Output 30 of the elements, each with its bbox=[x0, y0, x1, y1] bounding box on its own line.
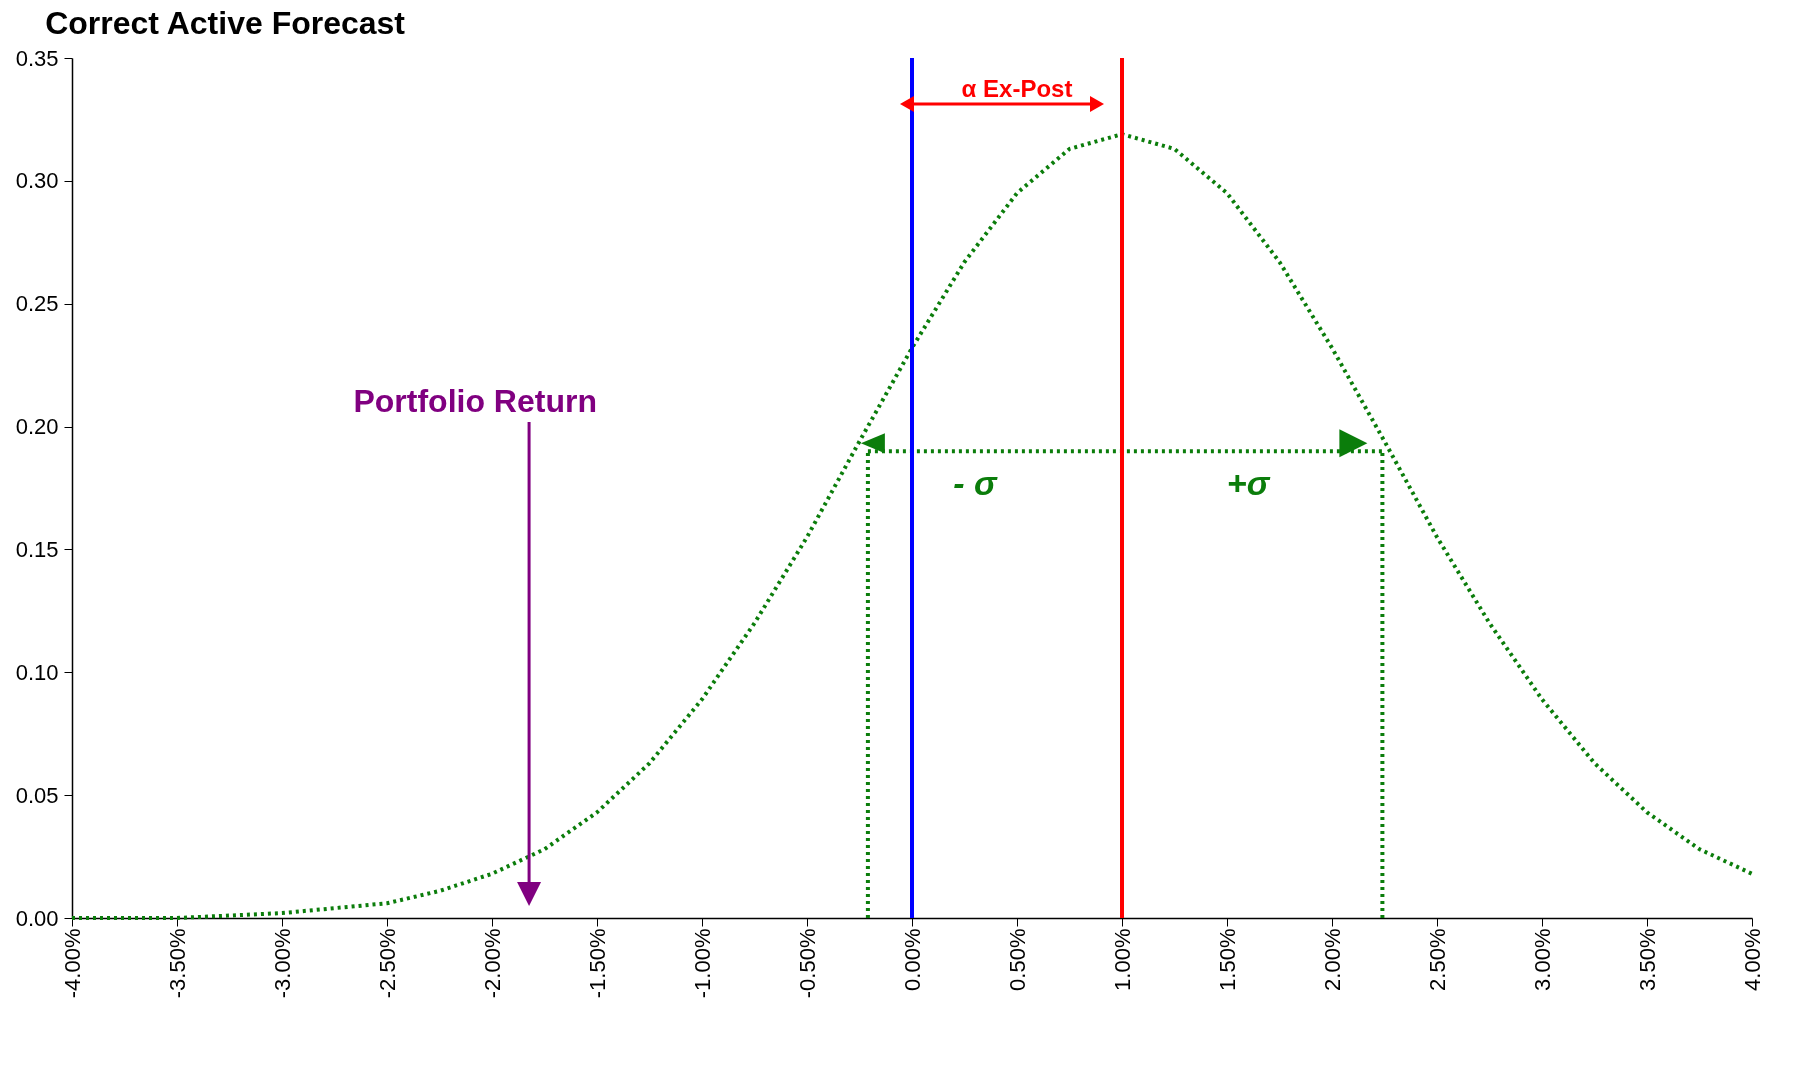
x-tick-label: -4.00% bbox=[59, 928, 85, 999]
annotation: Portfolio Return bbox=[353, 383, 597, 419]
y-tick-label: 0.20 bbox=[15, 414, 59, 440]
y-tick-label: 0.35 bbox=[15, 45, 59, 71]
x-tick-label: -3.00% bbox=[269, 928, 295, 999]
y-tick-label: 0.10 bbox=[15, 659, 59, 685]
x-tick-label: -0.50% bbox=[794, 928, 820, 999]
x-tick-label: -2.00% bbox=[479, 928, 505, 999]
x-tick-label: 3.50% bbox=[1634, 928, 1660, 991]
x-tick-label: 2.00% bbox=[1319, 928, 1345, 991]
annotation: α Ex-Post bbox=[961, 74, 1073, 102]
x-tick-label: -3.50% bbox=[164, 928, 190, 999]
y-tick-label: 0.25 bbox=[15, 291, 59, 317]
y-tick-label: 0.30 bbox=[15, 168, 59, 194]
annotation: +σ bbox=[1226, 464, 1271, 503]
x-tick-label: 2.50% bbox=[1424, 928, 1450, 991]
x-tick-label: 0.00% bbox=[899, 928, 925, 991]
x-tick-label: 3.00% bbox=[1529, 928, 1555, 991]
chart-title: Correct Active Forecast bbox=[45, 5, 406, 41]
x-tick-label: -2.50% bbox=[374, 928, 400, 999]
x-tick-label: 1.00% bbox=[1109, 928, 1135, 991]
x-tick-label: -1.00% bbox=[689, 928, 715, 999]
x-tick-label: -1.50% bbox=[584, 928, 610, 999]
x-tick-label: 0.50% bbox=[1004, 928, 1030, 991]
y-tick-label: 0.15 bbox=[15, 536, 59, 562]
x-tick-label: 1.50% bbox=[1214, 928, 1240, 991]
x-tick-label: 4.00% bbox=[1739, 928, 1765, 991]
annotation: - σ bbox=[953, 464, 999, 503]
y-tick-label: 0.05 bbox=[15, 782, 59, 808]
y-tick-label: 0.00 bbox=[15, 905, 59, 931]
